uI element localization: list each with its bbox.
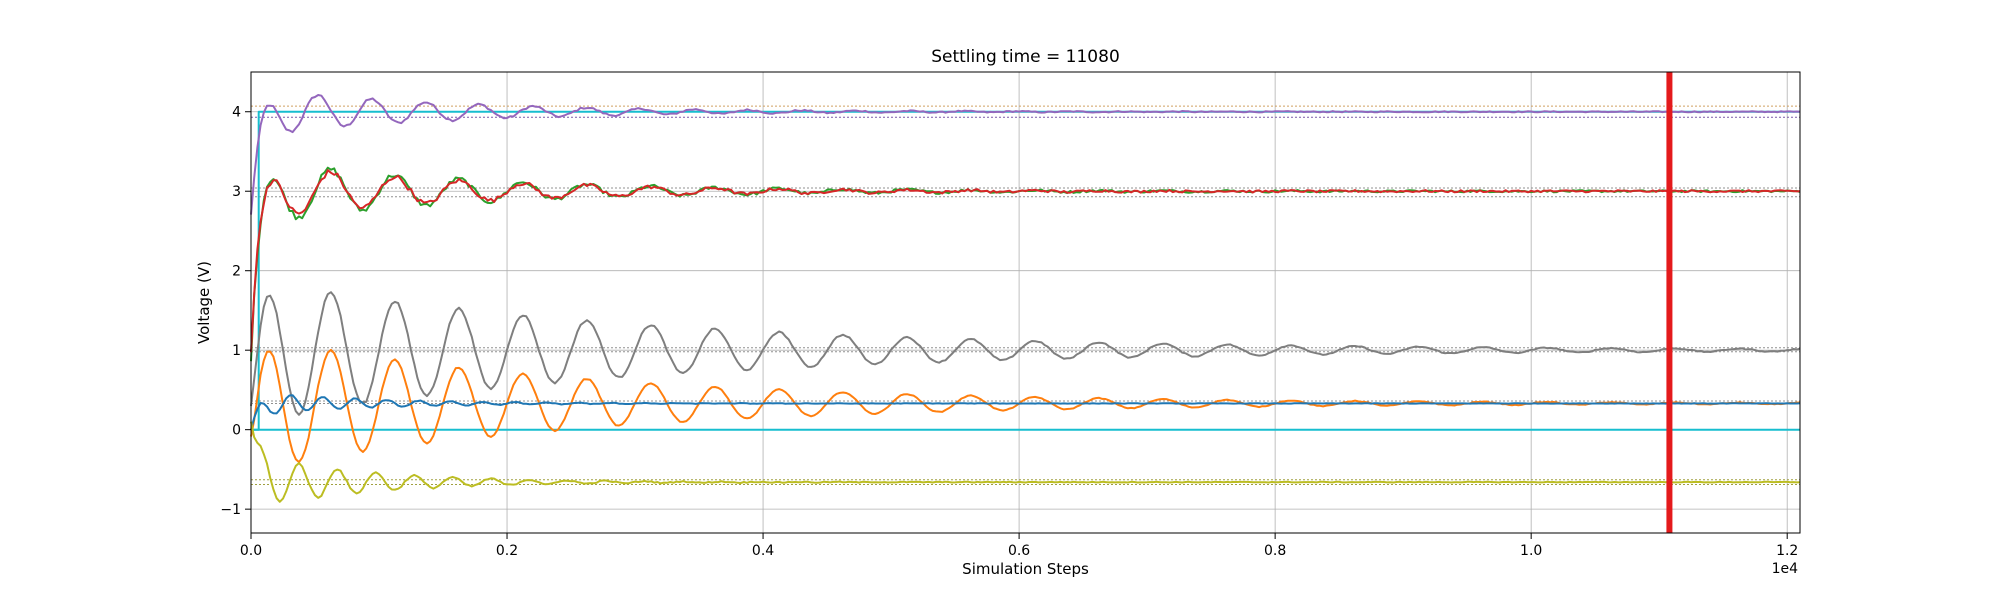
x-tick-label: 0.2	[496, 543, 518, 559]
y-axis-title: Voltage (V)	[195, 261, 213, 344]
x-tick-label: 0.8	[1264, 543, 1286, 559]
x-tick-label: 0.0	[240, 543, 262, 559]
x-tick-label: 0.4	[752, 543, 774, 559]
series-line	[250, 291, 1801, 416]
x-axis-offset-label: 1e4	[1772, 561, 1799, 577]
y-tick-label: 0	[232, 423, 241, 439]
series-line	[250, 169, 1801, 353]
series-line	[250, 94, 1801, 215]
y-tick-label: 1	[232, 343, 241, 359]
series-line	[250, 394, 1801, 430]
series-line	[250, 348, 1801, 464]
y-tick-label: 2	[232, 264, 241, 280]
y-tick-label: 4	[232, 105, 241, 121]
x-axis-ticks: 0.0 0.2 0.4 0.6 0.8 1.0 1.2	[240, 533, 1798, 559]
y-tick-label: 3	[232, 184, 241, 200]
x-axis-title: Simulation Steps	[962, 560, 1089, 578]
chart-title: Settling time = 11080	[931, 47, 1120, 67]
y-axis-ticks: −1 0 1 2 3 4	[220, 105, 251, 518]
x-tick-label: 0.6	[1008, 543, 1030, 559]
x-tick-label: 1.2	[1776, 543, 1798, 559]
y-tick-label: −1	[220, 502, 241, 518]
series-lines	[250, 94, 1801, 503]
grid-lines	[250, 72, 1800, 533]
x-tick-label: 1.0	[1520, 543, 1542, 559]
plot-frame	[250, 71, 1801, 534]
series-line	[250, 421, 1801, 503]
